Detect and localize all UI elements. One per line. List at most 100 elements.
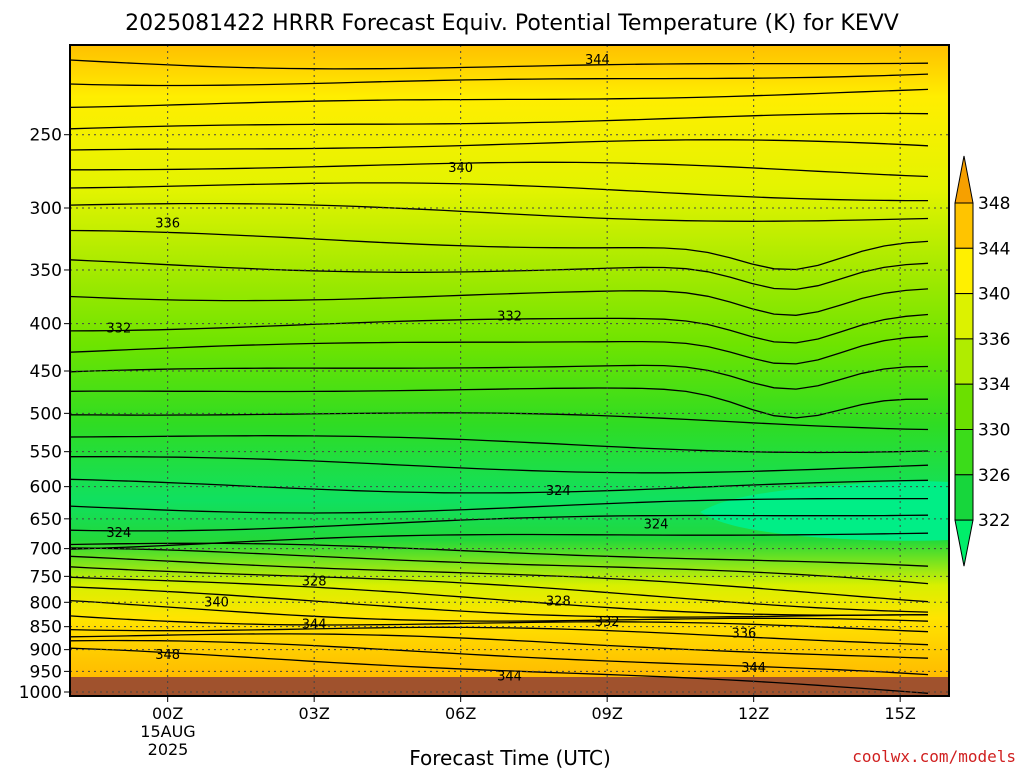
contour-line xyxy=(70,73,929,87)
contour-line xyxy=(70,478,929,494)
y-tick-label: 350 xyxy=(30,261,62,281)
x-date-day: 15AUG xyxy=(140,722,195,741)
x-tick-label: 06Z xyxy=(445,704,476,723)
contour-label: 340 xyxy=(448,161,473,176)
contour-line xyxy=(70,202,929,222)
contour-line xyxy=(70,229,929,271)
x-date-year: 2025 xyxy=(148,740,189,759)
contour-label: 340 xyxy=(204,595,229,610)
y-tick-label: 700 xyxy=(30,540,62,560)
colorbar-label: 326 xyxy=(978,466,1010,486)
contour-labels: 344 340 336 332 332 324 324 324 328 328 340 332 344 3… xyxy=(106,53,766,685)
y-tick-label: 300 xyxy=(30,199,62,219)
y-tick-label: 550 xyxy=(30,443,62,463)
contour-label: 324 xyxy=(546,484,571,499)
grid-lines xyxy=(70,45,949,696)
colorbar-label: 334 xyxy=(978,375,1010,395)
contour-line xyxy=(70,626,929,646)
colorbar-band xyxy=(954,247,974,295)
x-axis: 00Z 03Z 06Z 09Z 12Z 15Z xyxy=(152,696,916,723)
colorbar-band xyxy=(954,429,974,476)
colorbar-band xyxy=(954,293,974,340)
contour-label: 328 xyxy=(546,594,571,609)
contour-label: 332 xyxy=(497,310,522,325)
contour-line xyxy=(70,547,929,585)
x-tick-label: 12Z xyxy=(738,704,769,723)
contour-label: 344 xyxy=(497,670,522,685)
contour-line xyxy=(70,161,929,178)
contour-line xyxy=(70,112,929,130)
y-tick-label: 600 xyxy=(30,478,62,498)
contour-line xyxy=(70,59,929,70)
contour-line xyxy=(70,497,928,514)
contour-line xyxy=(70,633,929,659)
contour-label: 344 xyxy=(741,661,766,676)
colorbar-band xyxy=(954,383,974,431)
colorbar-bottom-arrow xyxy=(954,519,974,567)
contour-line xyxy=(70,586,928,618)
contour-line xyxy=(70,364,929,390)
colorbar-label: 344 xyxy=(978,239,1010,259)
contour-line xyxy=(70,182,928,202)
x-tick-label: 09Z xyxy=(592,704,623,723)
contour-line xyxy=(70,542,929,567)
contour-line xyxy=(70,566,929,613)
x-tick-label: 00Z xyxy=(152,704,183,723)
colorbar-band xyxy=(954,474,974,521)
colorbar-band xyxy=(954,202,974,249)
contour-line xyxy=(70,555,929,603)
contour-line xyxy=(70,288,929,316)
y-tick-label: 900 xyxy=(30,641,62,661)
contour-line xyxy=(70,88,929,109)
colorbar: 348 344 340 336 334 330 326 322 xyxy=(954,155,1010,567)
colorbar-label: 330 xyxy=(978,421,1010,441)
contour-line xyxy=(70,259,929,291)
contour-label: 344 xyxy=(302,617,327,632)
y-tick-label: 850 xyxy=(30,618,62,638)
contour-label: 324 xyxy=(644,518,669,533)
colorbar-label: 336 xyxy=(978,330,1010,350)
y-tick-label: 800 xyxy=(30,593,62,613)
colorbar-label: 348 xyxy=(978,194,1010,214)
contour-line xyxy=(70,639,929,676)
contour-label: 332 xyxy=(106,322,131,337)
cool-pocket-region xyxy=(700,481,949,541)
x-tick-label: 15Z xyxy=(885,704,916,723)
y-tick-label: 500 xyxy=(30,404,62,424)
x-tick-label: 03Z xyxy=(299,704,330,723)
y-tick-label: 400 xyxy=(30,315,62,335)
contour-line xyxy=(70,412,929,431)
contour-label: 344 xyxy=(585,53,610,68)
y-tick-label: 450 xyxy=(30,362,62,382)
y-tick-label: 750 xyxy=(30,567,62,587)
y-tick-label: 950 xyxy=(30,662,62,682)
contour-label: 332 xyxy=(595,615,620,630)
contour-line xyxy=(70,599,929,622)
y-tick-label: 250 xyxy=(30,126,62,146)
y-axis: 250 300 350 400 450 500 550 600 650 700 750 800 850 9… xyxy=(19,126,70,703)
watermark: coolwx.com/models xyxy=(852,747,1016,766)
contour-line xyxy=(70,435,929,454)
contour-line xyxy=(70,139,929,151)
ground-surface xyxy=(70,677,949,696)
contour-line xyxy=(70,514,929,532)
contour-label: 328 xyxy=(302,575,327,590)
contour-lines xyxy=(70,59,929,694)
y-tick-label: 1000 xyxy=(19,683,62,703)
y-tick-label: 650 xyxy=(30,510,62,530)
colorbar-label: 322 xyxy=(978,511,1010,531)
contour-line xyxy=(70,387,929,419)
colorbar-label: 340 xyxy=(978,285,1010,305)
contour-label: 336 xyxy=(731,626,756,641)
contour-line xyxy=(70,335,929,365)
x-axis-title: Forecast Time (UTC) xyxy=(409,746,611,768)
contour-label: 348 xyxy=(155,648,180,663)
contour-line xyxy=(70,313,929,344)
contour-line xyxy=(70,647,929,694)
colorbar-band xyxy=(954,338,974,385)
contour-line xyxy=(70,615,929,633)
contour-line xyxy=(70,576,929,616)
contour-label: 336 xyxy=(155,216,180,231)
contour-line xyxy=(70,456,929,474)
